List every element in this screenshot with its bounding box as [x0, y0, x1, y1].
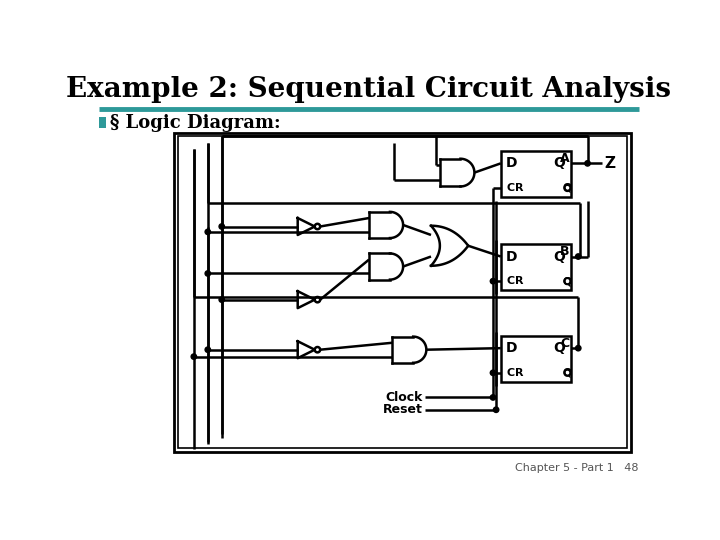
Bar	[500, 244, 570, 291]
Text: R: R	[515, 183, 523, 193]
Text: Q: Q	[563, 368, 572, 378]
Bar	[174, 132, 631, 452]
Circle shape	[490, 370, 495, 375]
Circle shape	[493, 407, 499, 413]
Bar	[178, 137, 627, 448]
Text: R: R	[515, 276, 523, 286]
Text: D: D	[506, 157, 518, 170]
Text: D: D	[506, 249, 518, 264]
Text: D: D	[506, 341, 518, 355]
Text: Q: Q	[563, 183, 572, 193]
Text: R: R	[515, 368, 523, 378]
Circle shape	[205, 271, 210, 276]
Bar	[99, 117, 106, 128]
Text: Q: Q	[553, 341, 565, 355]
Text: C: C	[506, 368, 514, 378]
Circle shape	[205, 347, 210, 353]
Text: Q: Q	[553, 249, 565, 264]
Circle shape	[490, 395, 495, 400]
Text: Z: Z	[605, 156, 616, 171]
Text: B: B	[560, 245, 570, 258]
Text: Reset: Reset	[383, 403, 423, 416]
Text: C: C	[506, 276, 514, 286]
Circle shape	[490, 279, 495, 284]
Text: Example 2: Sequential Circuit Analysis: Example 2: Sequential Circuit Analysis	[66, 76, 672, 103]
Text: C: C	[506, 183, 514, 193]
Text: Clock: Clock	[386, 391, 423, 404]
Circle shape	[575, 346, 581, 351]
Text: Q: Q	[563, 276, 572, 286]
Circle shape	[575, 254, 581, 259]
Circle shape	[219, 297, 225, 302]
Text: Chapter 5 - Part 1   48: Chapter 5 - Part 1 48	[516, 463, 639, 473]
Text: A: A	[560, 152, 570, 165]
Text: C: C	[561, 336, 570, 349]
Circle shape	[205, 229, 210, 234]
Bar	[500, 151, 570, 197]
Bar	[500, 336, 570, 382]
Text: § Logic Diagram:: § Logic Diagram:	[110, 113, 281, 132]
Circle shape	[191, 354, 197, 359]
Circle shape	[585, 161, 590, 166]
Circle shape	[219, 224, 225, 229]
Text: Q: Q	[553, 157, 565, 170]
